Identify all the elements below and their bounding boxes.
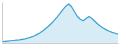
marks: [2, 4, 118, 43]
axis-line: [3, 43, 119, 44]
area: [2, 4, 118, 43]
x-axis: [3, 43, 119, 44]
chart: [0, 0, 120, 45]
y-axis: [2, 3, 3, 44]
line: [2, 4, 118, 42]
axis-line: [2, 3, 3, 44]
plot: [2, 3, 119, 44]
